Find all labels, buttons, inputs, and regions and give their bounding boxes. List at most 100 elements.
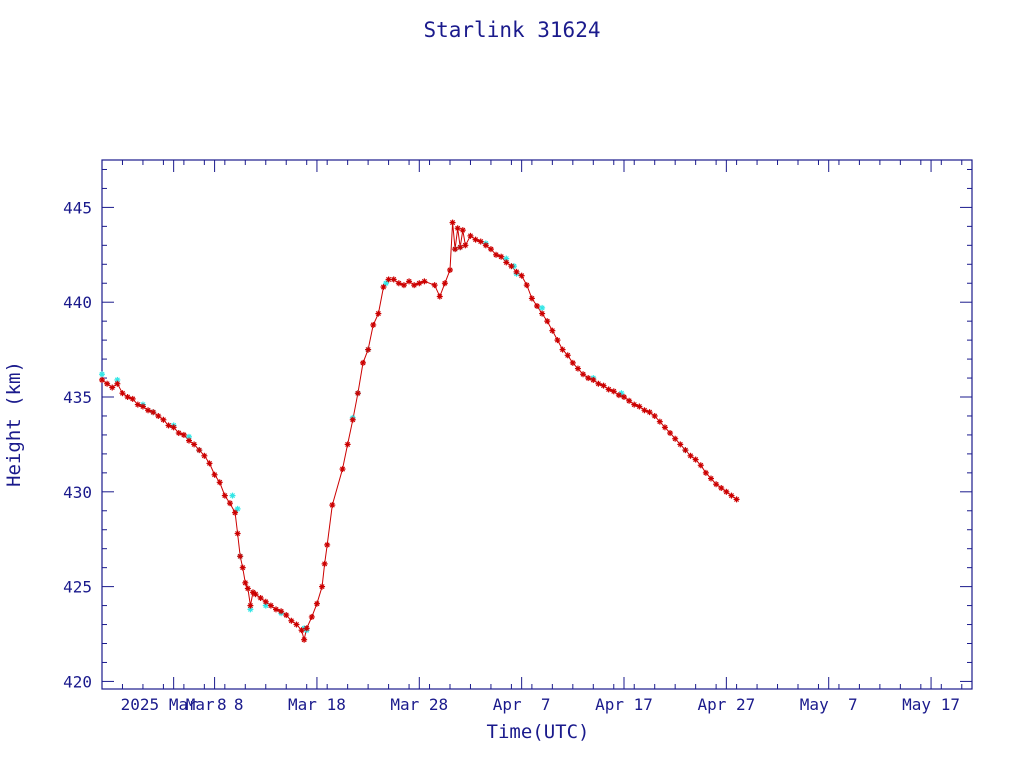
data-point — [544, 318, 551, 325]
data-point — [109, 384, 116, 391]
data-point — [482, 242, 489, 249]
data-point — [436, 293, 443, 300]
y-tick-label: 440 — [63, 293, 92, 312]
data-point — [145, 407, 152, 414]
x-tick-label: Mar 28 — [390, 695, 448, 714]
data-point — [324, 541, 331, 548]
y-tick-label: 425 — [63, 578, 92, 597]
data-point — [349, 416, 356, 423]
data-point — [196, 447, 203, 454]
data-point — [421, 278, 428, 285]
data-point — [165, 422, 172, 429]
data-point — [395, 280, 402, 287]
data-point — [656, 418, 663, 425]
data-point — [692, 456, 699, 463]
x-tick-label: Apr 27 — [697, 695, 755, 714]
data-point — [523, 282, 530, 289]
data-point — [216, 479, 223, 486]
data-point — [708, 475, 714, 482]
data-point-cyan — [234, 505, 241, 512]
data-point — [595, 380, 602, 387]
data-point — [554, 337, 561, 344]
data-point — [702, 469, 709, 476]
data-point — [234, 530, 241, 537]
data-point — [129, 395, 136, 402]
data-point — [472, 236, 479, 243]
data-point — [406, 278, 413, 285]
data-point — [321, 560, 328, 567]
data-point — [99, 376, 105, 383]
data-point — [462, 242, 469, 249]
data-point — [615, 392, 622, 399]
data-point — [605, 386, 612, 393]
data-point — [518, 272, 525, 279]
data-point — [646, 409, 653, 416]
data-point — [186, 437, 192, 444]
data-point — [621, 394, 627, 401]
data-point — [411, 282, 418, 289]
data-point — [431, 282, 438, 289]
data-point — [252, 591, 259, 598]
data-point — [354, 390, 361, 397]
data-point — [293, 621, 300, 628]
data-point — [569, 359, 576, 366]
data-point — [636, 403, 643, 410]
data-point — [487, 246, 494, 253]
data-point — [539, 310, 546, 317]
y-axis: 420 425 430 435 440 445 — [63, 198, 972, 691]
data-point — [508, 263, 515, 270]
data-point — [288, 617, 295, 624]
data-point — [201, 452, 208, 459]
data-point — [513, 268, 520, 275]
data-point — [329, 502, 336, 509]
data-point — [672, 435, 679, 442]
data-point — [564, 352, 571, 359]
data-point — [139, 403, 146, 410]
data-point — [180, 431, 187, 438]
data-point — [257, 594, 264, 601]
data-point-cyan — [99, 371, 105, 378]
data-point — [449, 219, 456, 226]
data-point — [528, 295, 535, 302]
data-point — [713, 481, 720, 488]
y-axis-title: Height (km) — [3, 361, 25, 487]
data-point — [380, 284, 387, 291]
data-point — [733, 496, 740, 503]
data-point — [728, 492, 735, 499]
data-point — [150, 409, 157, 416]
data-point — [303, 625, 310, 632]
data-point — [467, 232, 474, 239]
data-point — [262, 598, 269, 605]
data-point — [344, 441, 351, 448]
data-point — [687, 452, 694, 459]
data-point — [267, 602, 274, 609]
data-point — [160, 416, 167, 423]
data-point — [365, 346, 372, 353]
data-point — [221, 492, 228, 499]
data-point — [155, 412, 162, 419]
data-point — [124, 394, 131, 401]
data-point — [493, 251, 500, 258]
x-axis-title: Time(UTC) — [487, 721, 590, 743]
data-point-cyan — [503, 255, 510, 262]
data-point — [211, 471, 218, 478]
x-tick-label: 2025 Mar 8 — [121, 695, 227, 714]
data-point — [104, 380, 111, 387]
data-point-cyan — [229, 492, 236, 499]
data-point — [661, 424, 668, 431]
data-point — [498, 253, 505, 260]
data-point — [191, 441, 198, 448]
data-point — [459, 227, 466, 234]
data-point — [641, 407, 648, 414]
y-tick-label: 445 — [63, 198, 92, 217]
data-point — [319, 583, 326, 590]
x-tick-label: May 17 — [902, 695, 960, 714]
data-point — [416, 280, 423, 287]
y-tick-label: 435 — [63, 388, 92, 407]
data-point — [244, 585, 251, 592]
data-point — [477, 238, 484, 245]
data-point — [175, 430, 182, 437]
data-point — [247, 602, 254, 609]
